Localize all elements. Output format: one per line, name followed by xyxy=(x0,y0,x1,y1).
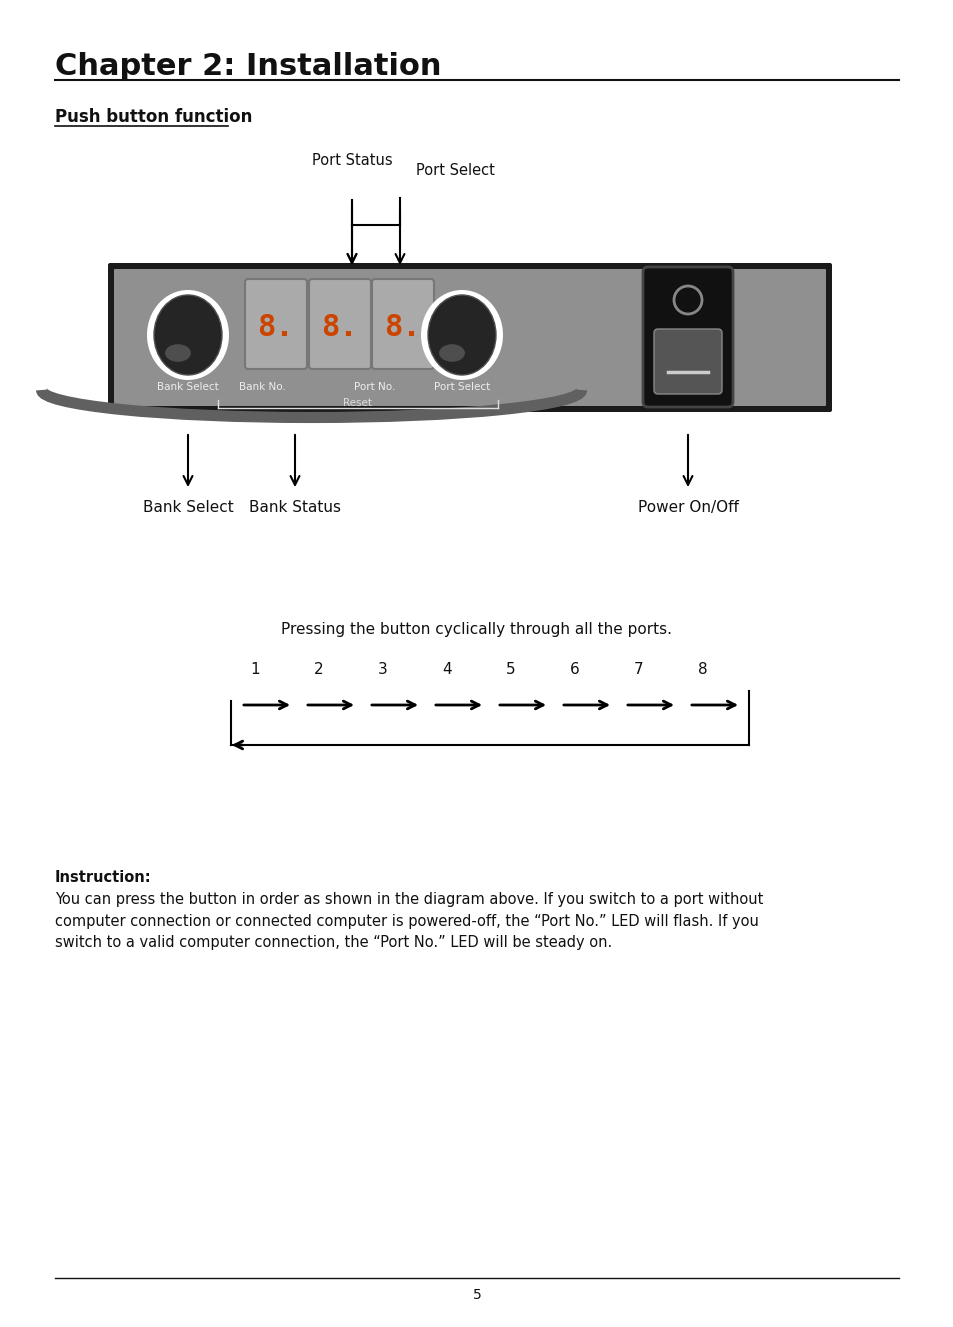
Ellipse shape xyxy=(420,291,502,380)
Ellipse shape xyxy=(153,295,222,376)
FancyBboxPatch shape xyxy=(108,263,831,411)
Text: Port Status: Port Status xyxy=(312,153,392,169)
Text: 8.: 8. xyxy=(384,313,421,342)
Text: Port Select: Port Select xyxy=(416,163,494,178)
Text: Chapter 2: Installation: Chapter 2: Installation xyxy=(55,52,441,81)
Text: Bank No.: Bank No. xyxy=(238,382,285,391)
Text: 8: 8 xyxy=(698,662,707,677)
Text: 8.: 8. xyxy=(257,313,294,342)
Text: 5: 5 xyxy=(506,662,516,677)
Text: 8.: 8. xyxy=(321,313,358,342)
Text: Bank Select: Bank Select xyxy=(143,500,233,515)
Ellipse shape xyxy=(147,291,229,380)
Text: 6: 6 xyxy=(570,662,579,677)
Text: Power On/Off: Power On/Off xyxy=(637,500,738,515)
FancyBboxPatch shape xyxy=(372,279,434,369)
FancyBboxPatch shape xyxy=(309,279,371,369)
Text: Bank Select: Bank Select xyxy=(157,382,218,391)
FancyBboxPatch shape xyxy=(642,267,732,407)
Text: Bank Status: Bank Status xyxy=(249,500,340,515)
Text: Push button function: Push button function xyxy=(55,107,253,126)
Text: Instruction:: Instruction: xyxy=(55,871,152,885)
FancyBboxPatch shape xyxy=(654,329,721,394)
Text: Reset: Reset xyxy=(343,398,372,407)
Ellipse shape xyxy=(438,344,464,362)
FancyBboxPatch shape xyxy=(245,279,307,369)
Text: 3: 3 xyxy=(377,662,388,677)
Text: 2: 2 xyxy=(314,662,323,677)
Text: 4: 4 xyxy=(442,662,452,677)
Text: Pressing the button cyclically through all the ports.: Pressing the button cyclically through a… xyxy=(281,622,672,637)
Text: Port No.: Port No. xyxy=(354,382,395,391)
Text: Port Select: Port Select xyxy=(434,382,490,391)
FancyBboxPatch shape xyxy=(113,269,825,406)
Ellipse shape xyxy=(165,344,191,362)
Ellipse shape xyxy=(428,295,496,376)
Text: 5: 5 xyxy=(472,1289,481,1302)
Text: 1: 1 xyxy=(250,662,259,677)
Text: 7: 7 xyxy=(634,662,643,677)
Text: You can press the button in order as shown in the diagram above. If you switch t: You can press the button in order as sho… xyxy=(55,892,762,950)
